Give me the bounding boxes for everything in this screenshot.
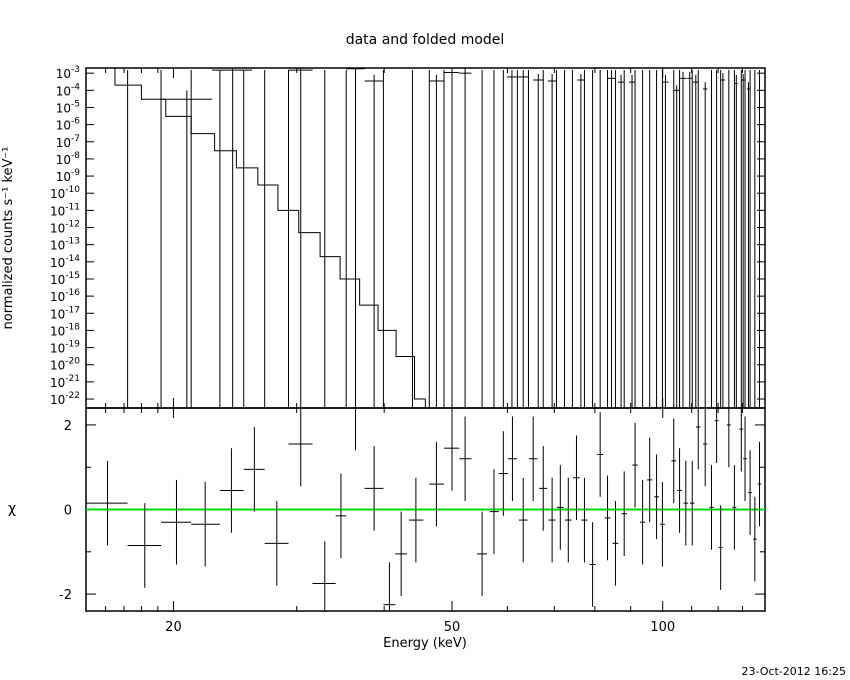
y-tick-label: 10-3 (56, 65, 80, 81)
y-tick-label: -2 (59, 588, 72, 603)
y-tick-label: 10-22 (50, 391, 80, 407)
model-step (86, 68, 434, 408)
x-axis-label: Energy (keV) (383, 636, 467, 651)
residual-plot-area (86, 408, 765, 611)
y-tick-label: 2 (64, 419, 72, 434)
y-axis-label: normalized counts s⁻¹ keV⁻¹ (1, 147, 16, 330)
y-tick-label: 10-5 (56, 99, 80, 115)
residual-y-axis-label: χ (8, 501, 16, 517)
y-tick-label: 10-13 (50, 237, 80, 253)
y-tick-label: 10-7 (56, 134, 80, 150)
residual-panel: 20 50 100 -2 0 2 (59, 407, 766, 635)
y-tick-label: 10-12 (50, 220, 80, 236)
chart-title: data and folded model (346, 32, 505, 48)
x-tick-label: 100 (650, 620, 675, 635)
x-tick-label: 50 (444, 620, 461, 635)
y-tick-label: 10-19 (50, 340, 80, 356)
y-tick-label: 10-15 (50, 271, 80, 287)
y-tick-label: 10-17 (50, 305, 80, 321)
y-tick-label: 10-14 (50, 254, 80, 270)
y-tick-label: 10-16 (50, 288, 80, 304)
x-tick-label: 20 (165, 620, 182, 635)
y-tick-label: 10-10 (50, 185, 80, 201)
y-tick-label: 10-4 (56, 82, 81, 98)
timestamp: 23-Oct-2012 16:25 (741, 665, 846, 678)
y-tick-label: 10-20 (50, 357, 80, 373)
y-tick-label: 10-8 (56, 151, 81, 167)
y-tick-label: 0 (64, 504, 72, 519)
y-tick-label: 10-21 (50, 374, 80, 390)
spectrum-plot-area (86, 68, 761, 408)
y-tick-label: 10-6 (56, 117, 81, 133)
y-tick-label: 10-11 (50, 202, 80, 218)
spectrum-frame (85, 67, 766, 409)
y-tick-label: 10-9 (56, 168, 81, 184)
y-tick-label: 10-18 (50, 322, 80, 338)
